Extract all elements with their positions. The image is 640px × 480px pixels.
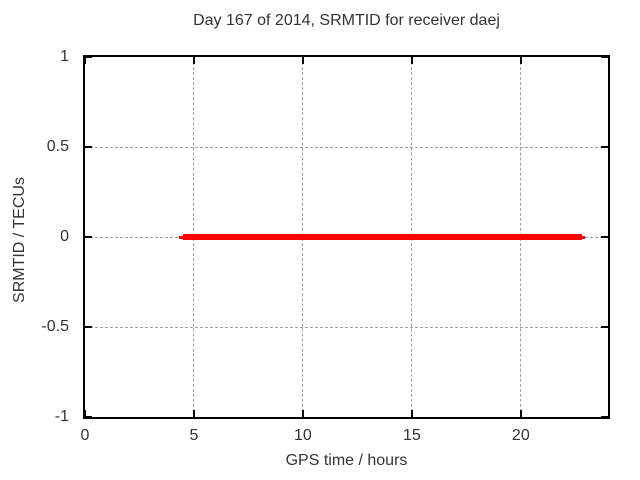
plot-area	[83, 55, 610, 419]
x-tick-mark-bottom	[192, 410, 195, 417]
x-tick-label: 20	[511, 427, 530, 444]
y-tick-label: 1	[60, 48, 69, 65]
y-tick-mark-right	[601, 236, 608, 238]
y-tick-label: 0.5	[46, 138, 69, 155]
x-tick-mark-top	[301, 57, 304, 64]
x-tick-mark-bottom	[301, 410, 304, 417]
y-tick-mark-right	[601, 416, 608, 418]
x-tick-mark-top	[84, 57, 86, 64]
y-tick-label: -1	[54, 408, 69, 425]
y-tick-mark-left	[85, 326, 92, 328]
y-tick-mark-left	[85, 146, 92, 148]
y-tick-mark-right	[601, 146, 608, 148]
y-tick-mark-right	[601, 56, 608, 58]
x-tick-mark-bottom	[410, 410, 413, 417]
grid-line-horizontal	[85, 326, 608, 328]
x-axis-label: GPS time / hours	[285, 452, 408, 469]
x-tick-label: 10	[294, 427, 312, 444]
series-line	[183, 234, 582, 240]
x-tick-mark-bottom	[84, 410, 86, 417]
x-tick-mark-top	[192, 57, 195, 64]
chart-title: Day 167 of 2014, SRMTID for receiver dae…	[193, 12, 500, 29]
x-tick-mark-top	[410, 57, 413, 64]
x-tick-label: 15	[402, 427, 421, 444]
x-tick-mark-bottom	[519, 410, 522, 417]
y-tick-mark-right	[601, 326, 608, 328]
y-tick-mark-left	[85, 416, 92, 418]
y-tick-mark-left	[85, 56, 92, 58]
x-tick-label: 5	[189, 427, 199, 444]
y-tick-label: 0	[60, 228, 69, 245]
y-tick-label: -0.5	[41, 318, 69, 335]
x-tick-mark-top	[519, 57, 522, 64]
grid-line-horizontal	[85, 146, 608, 148]
y-tick-mark-left	[85, 236, 92, 238]
x-tick-label: 0	[80, 427, 90, 444]
